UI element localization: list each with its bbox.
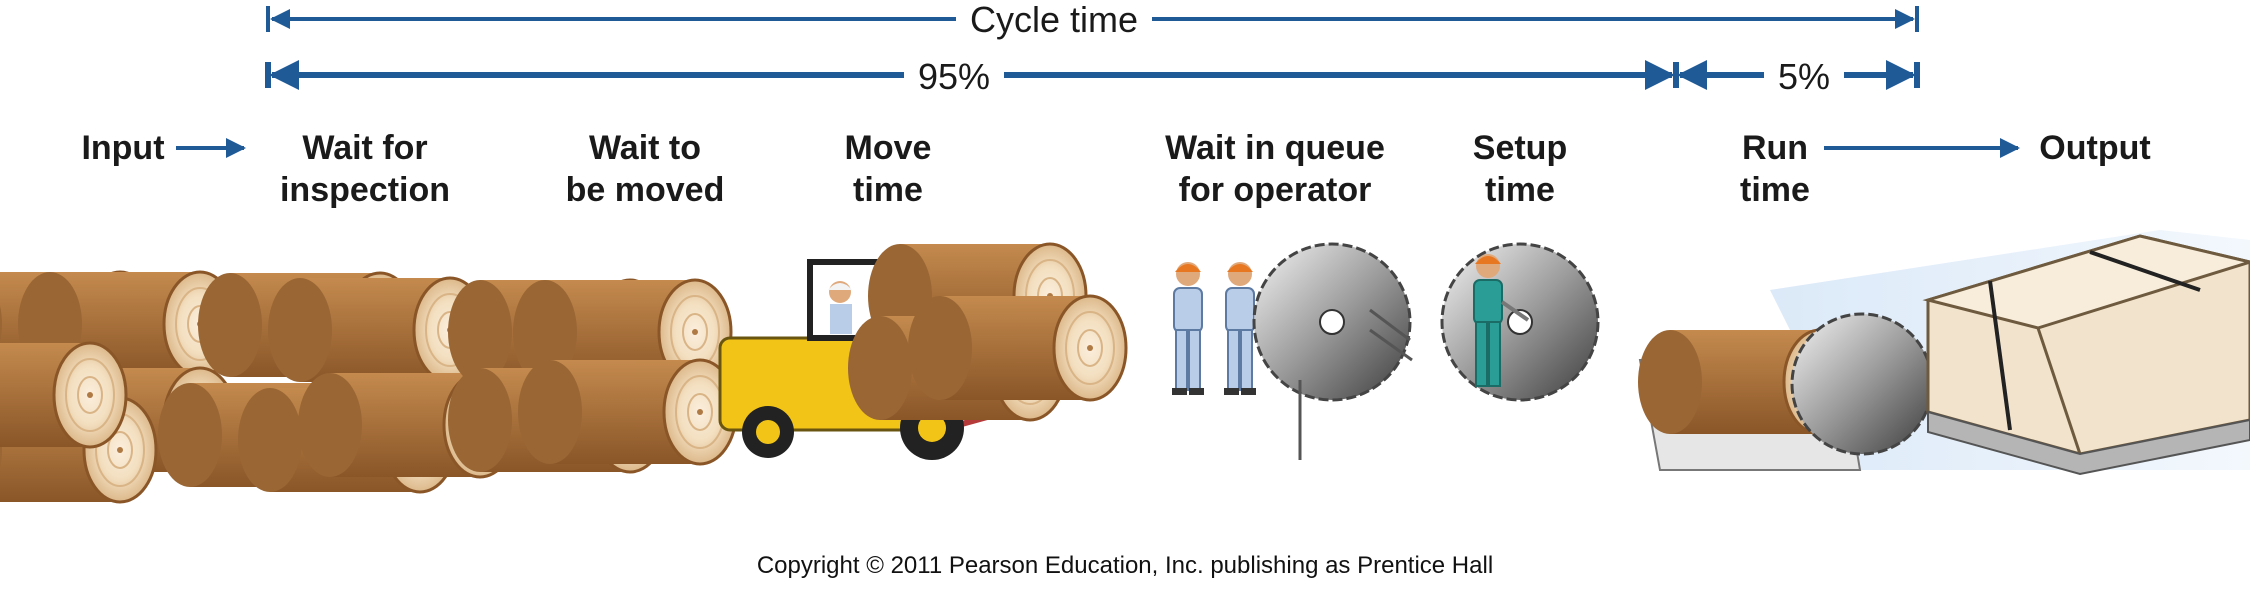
- move-time-line2: time: [853, 171, 923, 209]
- queue-worker-2-icon: [1223, 261, 1257, 396]
- queue-label: Wait in queue for operator: [1140, 127, 1410, 211]
- queue-workers: [1171, 261, 1257, 396]
- input-text: Input: [81, 129, 165, 167]
- setup-time-line2: time: [1485, 171, 1555, 209]
- run-time-line1: Run: [1741, 129, 1809, 167]
- forklift-load-logs: [846, 242, 1128, 422]
- wait-share-label: 95%: [904, 57, 1005, 97]
- output-label: Output: [2020, 127, 2170, 169]
- setup-saw-icon: [1440, 242, 1600, 402]
- cycle-time-label: Cycle time: [956, 0, 1153, 40]
- run-time-label: Run time: [1700, 127, 1850, 211]
- input-label: Input: [60, 127, 186, 169]
- output-lumber-stack: [1922, 234, 2250, 476]
- setup-worker-icon: [1473, 254, 1530, 387]
- wait-inspection-line1: Wait for: [302, 129, 428, 167]
- queue-saw-icon: [1252, 242, 1413, 460]
- setup-time-line1: Setup: [1472, 129, 1568, 167]
- move-time-label: Move time: [808, 127, 968, 211]
- wait-moved-line1: Wait to: [588, 129, 702, 167]
- waiting-log-pile: [446, 278, 738, 474]
- wait-inspection-line2: inspection: [279, 171, 451, 209]
- setup-time-label: Setup time: [1440, 127, 1600, 211]
- copyright-notice: Copyright © 2011 Pearson Education, Inc.…: [756, 552, 1494, 579]
- run-share-label: 5%: [1764, 57, 1845, 97]
- move-time-line1: Move: [844, 129, 932, 167]
- queue-line2: for operator: [1178, 171, 1372, 209]
- wait-moved-line2: be moved: [565, 171, 725, 209]
- run-time-line2: time: [1740, 171, 1810, 209]
- wait-inspection-label: Wait for inspection: [250, 127, 480, 211]
- output-text: Output: [2039, 129, 2151, 167]
- wait-moved-label: Wait to be moved: [540, 127, 750, 211]
- queue-line1: Wait in queue: [1165, 129, 1385, 167]
- queue-worker-1-icon: [1171, 261, 1205, 396]
